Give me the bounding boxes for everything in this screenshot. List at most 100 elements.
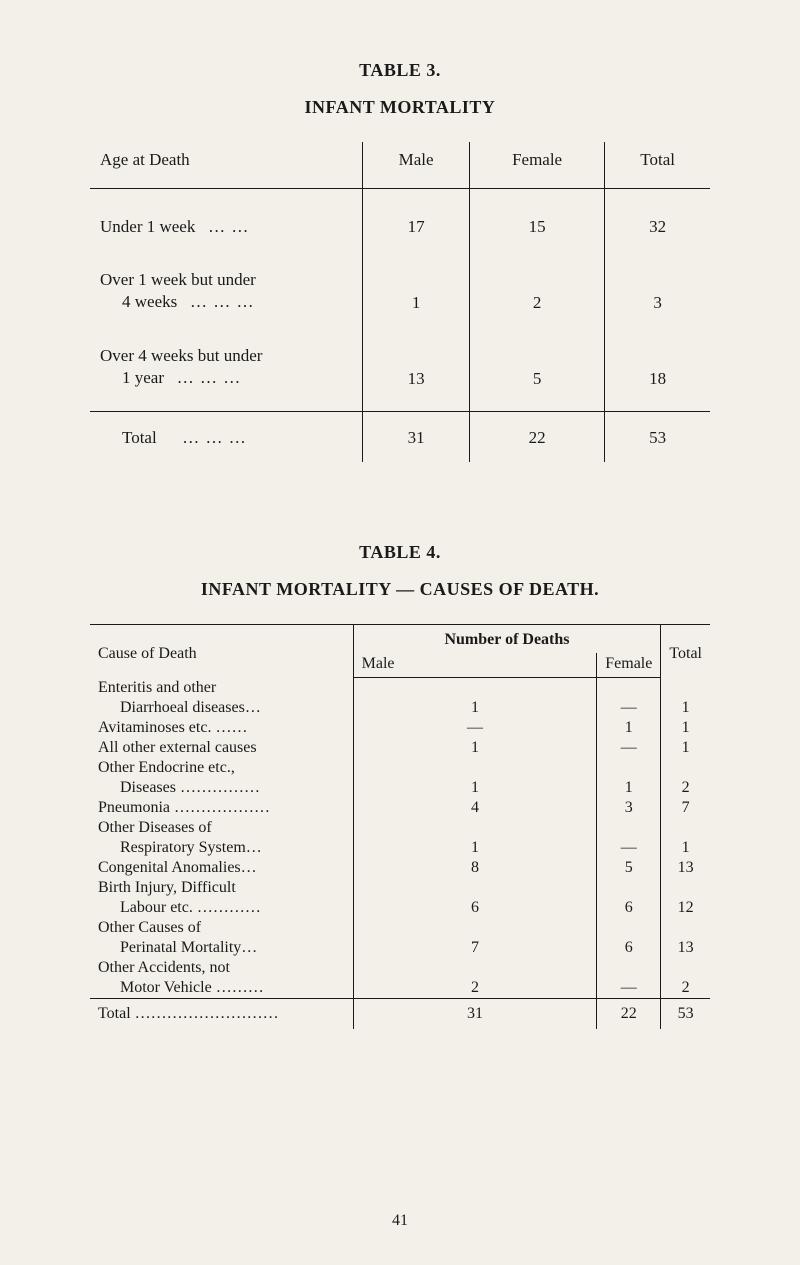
table4-total-label: Total ……………………… — [90, 998, 353, 1029]
table-row: Over 4 weeks but under 1 year … … … 13 5… — [90, 327, 710, 403]
row-label-text2: 4 weeks — [122, 292, 177, 311]
cell: 17 — [363, 189, 470, 252]
table4-total-row: Total ……………………… 31 22 53 — [90, 998, 710, 1029]
table-row: Respiratory System…1—1 — [90, 838, 710, 858]
table3-row2-label: Over 4 weeks but under 1 year … … … — [90, 327, 363, 403]
cell — [661, 758, 710, 778]
table3-header-age: Age at Death — [90, 142, 363, 189]
cell: 6 — [597, 938, 661, 958]
cell: 22 — [597, 998, 661, 1029]
cell: 1 — [661, 738, 710, 758]
cell: 4 — [353, 798, 597, 818]
row-label-text: Under 1 week — [100, 217, 195, 236]
table3-header-total: Total — [605, 142, 710, 189]
table-row: Under 1 week … … 17 15 32 — [90, 189, 710, 252]
table-row: Perinatal Mortality…7613 — [90, 938, 710, 958]
cell: 2 — [469, 251, 604, 327]
cell — [661, 918, 710, 938]
cell — [597, 918, 661, 938]
cell: 6 — [353, 898, 597, 918]
table3-number: TABLE 3. — [90, 60, 710, 81]
cell: 2 — [353, 978, 597, 999]
total-dots: … … … — [182, 428, 247, 447]
cell: 2 — [661, 978, 710, 999]
cell: 1 — [597, 718, 661, 738]
cell: 1 — [597, 778, 661, 798]
table-row: Other Endocrine etc., — [90, 758, 710, 778]
cell: 22 — [469, 412, 604, 463]
table3-row1-label: Over 1 week but under 4 weeks … … … — [90, 251, 363, 327]
cell: 18 — [605, 327, 710, 403]
cell: 31 — [363, 412, 470, 463]
row-label-text: Over 4 weeks but under — [100, 346, 262, 365]
section-gap — [90, 462, 710, 542]
cell — [597, 958, 661, 978]
cause-label: Birth Injury, Difficult — [90, 878, 353, 898]
cause-label: Avitaminoses etc. …… — [90, 718, 353, 738]
cell — [353, 958, 597, 978]
table4-header-female: Female — [597, 653, 661, 678]
cell: 15 — [469, 189, 604, 252]
cell: 7 — [661, 798, 710, 818]
table4-title: INFANT MORTALITY — CAUSES OF DEATH. — [90, 579, 710, 600]
table-row: Birth Injury, Difficult — [90, 878, 710, 898]
cause-label: Other Causes of — [90, 918, 353, 938]
cause-label: Other Accidents, not — [90, 958, 353, 978]
row-dots: … … — [208, 217, 249, 236]
cell: 12 — [661, 898, 710, 918]
cell: 53 — [605, 412, 710, 463]
cause-label: Motor Vehicle ……… — [90, 978, 353, 999]
table-row: Diseases ……………112 — [90, 778, 710, 798]
cell: 31 — [353, 998, 597, 1029]
table4-header-cause: Cause of Death — [90, 625, 353, 678]
table4: Cause of Death Number of Deaths Total Ma… — [90, 624, 710, 1029]
table-row: Other Accidents, not — [90, 958, 710, 978]
cell — [353, 918, 597, 938]
cell — [353, 758, 597, 778]
cell: 1 — [661, 838, 710, 858]
cell: 3 — [597, 798, 661, 818]
row-label-text: Over 1 week but under — [100, 270, 256, 289]
table-row: All other external causes1—1 — [90, 738, 710, 758]
separator-row — [90, 403, 710, 412]
table-row: Other Causes of — [90, 918, 710, 938]
cause-label: Diseases …………… — [90, 778, 353, 798]
cause-label: Other Endocrine etc., — [90, 758, 353, 778]
cell: 1 — [353, 738, 597, 758]
table-row: Diarrhoeal diseases…1—1 — [90, 698, 710, 718]
cell: 3 — [605, 251, 710, 327]
table-row: Over 1 week but under 4 weeks … … … 1 2 … — [90, 251, 710, 327]
cell — [597, 678, 661, 698]
cell: 1 — [353, 838, 597, 858]
table-row: Congenital Anomalies…8513 — [90, 858, 710, 878]
cell — [661, 818, 710, 838]
cause-label: Respiratory System… — [90, 838, 353, 858]
cause-label: Congenital Anomalies… — [90, 858, 353, 878]
cell: 1 — [353, 778, 597, 798]
table-row: Other Diseases of — [90, 818, 710, 838]
table4-header-row1: Cause of Death Number of Deaths Total — [90, 625, 710, 654]
cell — [661, 958, 710, 978]
cell: — — [597, 838, 661, 858]
table4-header-male: Male — [353, 653, 597, 678]
cell: 32 — [605, 189, 710, 252]
table3: Age at Death Male Female Total Under 1 w… — [90, 142, 710, 462]
row-dots: … … … — [190, 292, 255, 311]
cell — [353, 878, 597, 898]
cell — [353, 678, 597, 698]
table-row: Motor Vehicle ………2—2 — [90, 978, 710, 999]
table3-total-label: Total … … … — [90, 412, 363, 463]
row-dots: … … … — [177, 368, 242, 387]
cell: 2 — [661, 778, 710, 798]
table3-row0-label: Under 1 week … … — [90, 189, 363, 252]
cell: 6 — [597, 898, 661, 918]
cell: 1 — [353, 698, 597, 718]
cell: 5 — [469, 327, 604, 403]
cause-label: Other Diseases of — [90, 818, 353, 838]
table3-total-row: Total … … … 31 22 53 — [90, 412, 710, 463]
cell: 1 — [661, 698, 710, 718]
row-label-text2: 1 year — [122, 368, 164, 387]
cell: — — [597, 738, 661, 758]
cell — [597, 758, 661, 778]
cause-label: Enteritis and other — [90, 678, 353, 698]
